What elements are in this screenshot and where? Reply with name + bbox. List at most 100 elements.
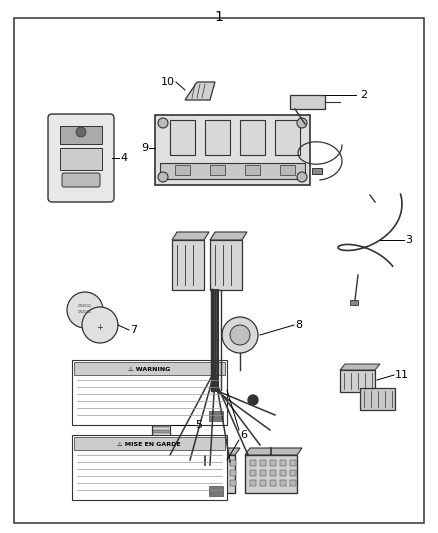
Bar xyxy=(60,126,102,144)
Bar xyxy=(230,470,236,476)
Text: 8: 8 xyxy=(295,320,302,330)
Bar xyxy=(260,480,266,486)
Text: 9: 9 xyxy=(141,143,148,153)
Polygon shape xyxy=(172,232,209,240)
Text: 5: 5 xyxy=(195,420,202,430)
Bar xyxy=(210,470,216,476)
Bar xyxy=(210,460,216,466)
Bar xyxy=(250,480,256,486)
Bar xyxy=(220,480,226,486)
Bar xyxy=(290,480,296,486)
Bar xyxy=(290,470,296,476)
Bar xyxy=(240,120,265,155)
Text: ⚠ MISE EN GARDE: ⚠ MISE EN GARDE xyxy=(117,441,181,447)
Bar xyxy=(153,436,169,439)
Bar xyxy=(350,300,358,305)
Bar xyxy=(290,460,296,466)
Bar xyxy=(190,460,196,466)
Bar xyxy=(260,470,266,476)
Bar xyxy=(72,360,227,425)
FancyBboxPatch shape xyxy=(62,173,100,187)
Bar xyxy=(200,480,206,486)
Bar xyxy=(245,455,297,493)
Bar xyxy=(60,148,102,170)
Circle shape xyxy=(82,307,118,343)
Text: CR2032: CR2032 xyxy=(78,310,92,314)
Bar xyxy=(270,470,276,476)
Bar xyxy=(340,370,375,392)
Bar xyxy=(209,486,223,496)
Bar xyxy=(180,470,186,476)
Bar xyxy=(360,388,395,410)
Bar xyxy=(210,165,225,175)
Bar xyxy=(153,430,169,433)
Bar xyxy=(175,165,190,175)
Bar xyxy=(200,460,206,466)
Bar xyxy=(175,455,235,493)
Bar xyxy=(170,120,195,155)
Bar xyxy=(190,470,196,476)
Bar xyxy=(72,435,227,500)
Bar xyxy=(153,418,169,421)
Bar xyxy=(280,480,286,486)
Bar xyxy=(220,460,226,466)
Bar xyxy=(280,460,286,466)
Bar xyxy=(180,460,186,466)
Bar xyxy=(280,470,286,476)
Bar xyxy=(155,115,310,185)
Bar xyxy=(210,480,216,486)
Text: 1: 1 xyxy=(215,10,223,24)
Polygon shape xyxy=(340,364,380,370)
Text: 6: 6 xyxy=(240,430,247,440)
Bar xyxy=(200,470,206,476)
Circle shape xyxy=(248,395,258,405)
Circle shape xyxy=(67,292,103,328)
Text: 4: 4 xyxy=(120,153,127,163)
Circle shape xyxy=(158,172,168,182)
Bar xyxy=(275,120,300,155)
Bar xyxy=(172,240,204,290)
Text: CR2032: CR2032 xyxy=(78,304,92,308)
Bar xyxy=(180,480,186,486)
Circle shape xyxy=(76,127,86,137)
Bar xyxy=(210,240,242,290)
Bar xyxy=(220,470,226,476)
Bar xyxy=(250,460,256,466)
Bar xyxy=(153,412,169,415)
Bar xyxy=(270,460,276,466)
Text: 11: 11 xyxy=(395,370,409,380)
Text: ⚠ WARNING: ⚠ WARNING xyxy=(128,367,170,372)
Text: +: + xyxy=(96,324,103,333)
Polygon shape xyxy=(245,448,302,455)
Text: 2: 2 xyxy=(360,90,367,100)
Bar xyxy=(290,95,325,109)
Bar xyxy=(160,163,305,179)
Text: 3: 3 xyxy=(405,235,412,245)
Bar xyxy=(312,168,322,174)
Bar xyxy=(209,411,223,421)
Bar xyxy=(153,424,169,427)
Circle shape xyxy=(158,118,168,128)
Bar xyxy=(230,460,236,466)
Bar xyxy=(230,480,236,486)
Bar xyxy=(280,165,295,175)
Text: 7: 7 xyxy=(130,325,137,335)
Polygon shape xyxy=(185,82,215,100)
Polygon shape xyxy=(175,448,240,455)
Bar xyxy=(270,480,276,486)
Bar xyxy=(260,460,266,466)
Bar xyxy=(190,480,196,486)
Bar xyxy=(245,165,260,175)
Circle shape xyxy=(230,325,250,345)
Bar xyxy=(250,470,256,476)
Bar xyxy=(74,437,225,450)
Bar xyxy=(205,120,230,155)
Circle shape xyxy=(297,118,307,128)
Polygon shape xyxy=(210,232,247,240)
Circle shape xyxy=(297,172,307,182)
Text: 10: 10 xyxy=(161,77,175,87)
Bar xyxy=(74,362,225,375)
Bar xyxy=(152,408,170,443)
Circle shape xyxy=(222,317,258,353)
FancyBboxPatch shape xyxy=(48,114,114,202)
